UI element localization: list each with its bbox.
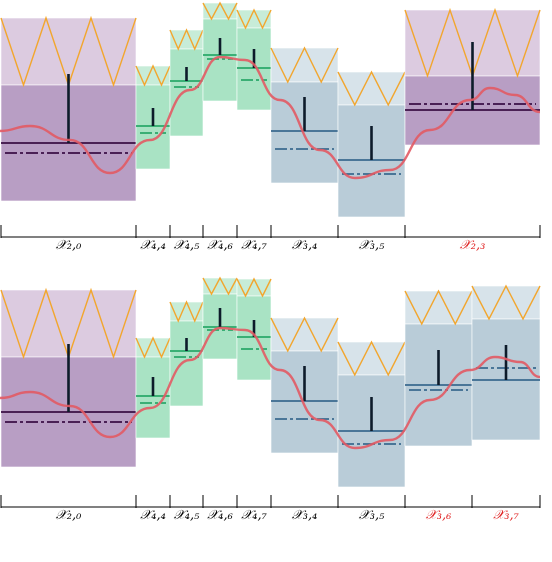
cell-6 — [337, 70, 406, 218]
cell-8 — [471, 284, 541, 441]
cell-2 — [169, 28, 204, 137]
zigzag-line — [471, 284, 541, 321]
segment-label: 𝒳₃,₄ — [292, 508, 318, 523]
cell-1 — [135, 336, 171, 439]
cell-5 — [270, 316, 339, 454]
segment-label: 𝒳₂,₀ — [56, 508, 83, 523]
segment-label: 𝒳₄,₇ — [241, 238, 268, 253]
cell-upper-region — [236, 278, 272, 297]
segment-label: 𝒳₂,₀ — [56, 238, 83, 253]
panel-top: 𝒳₂,₀ 𝒳₄,₄ 𝒳₄,₅ 𝒳₄,₆ 𝒳₄,₇ 𝒳₃,₄ 𝒳₃,₅ 𝒳₂,₃ — [0, 1, 541, 253]
cell-upper-region — [0, 17, 137, 86]
segment-label: 𝒳₃,₅ — [359, 508, 386, 523]
segment-label: 𝒳₄,₄ — [140, 238, 166, 253]
cell-4 — [236, 277, 272, 381]
segment-label: 𝒳₄,₅ — [174, 508, 201, 523]
function-curve — [0, 55, 541, 180]
cell-upper-region — [202, 2, 238, 20]
cell-upper-region — [337, 341, 406, 376]
cell-upper-region — [169, 29, 204, 50]
segment-label: 𝒳₄,₇ — [241, 508, 268, 523]
cell-upper-region — [202, 277, 238, 295]
cell-lower-region — [202, 18, 238, 102]
segment-label: 𝒳₄,₆ — [207, 508, 233, 523]
segment-label: 𝒳₄,₄ — [140, 508, 166, 523]
zigzag-line — [169, 300, 204, 323]
panel-bottom: 𝒳₂,₀ 𝒳₄,₄ 𝒳₄,₅ 𝒳₄,₆ 𝒳₄,₇ 𝒳₃,₄ 𝒳₃,₅ 𝒳₃,₆ 𝒳₃,₇ — [0, 276, 541, 523]
cell-3 — [202, 1, 238, 102]
cell-lower-region — [236, 27, 272, 111]
cell-upper-region — [270, 317, 339, 352]
cell-upper-region — [236, 9, 272, 29]
segment-label: 𝒳₂,₃ — [460, 238, 486, 253]
cell-5 — [270, 46, 339, 184]
segment-label: 𝒳₃,₅ — [359, 238, 386, 253]
cell-3 — [202, 276, 238, 360]
zigzag-line — [270, 316, 339, 353]
cell-2 — [169, 300, 204, 407]
cell-4 — [236, 8, 272, 111]
zigzag-line — [135, 64, 171, 87]
cell-lower-region — [337, 104, 406, 218]
cell-7 — [404, 289, 473, 447]
cell-upper-region — [270, 47, 339, 83]
zigzag-line — [270, 46, 339, 84]
zigzag-line — [202, 276, 238, 296]
segment-label: 𝒳₃,₄ — [292, 238, 318, 253]
zigzag-line — [337, 340, 406, 377]
cell-1 — [135, 64, 171, 170]
zigzag-line — [404, 289, 473, 326]
cell-upper-region — [404, 290, 473, 325]
cell-lower-region — [236, 295, 272, 381]
cell-lower-region — [169, 48, 204, 137]
segment-label: 𝒳₃,₇ — [493, 508, 520, 523]
zigzag-line — [236, 8, 272, 30]
function-curve — [0, 326, 541, 450]
cell-0 — [0, 15, 137, 202]
cell-7 — [404, 7, 541, 146]
zigzag-line — [337, 70, 406, 107]
zigzag-line — [169, 28, 204, 51]
segment-label: 𝒳₄,₅ — [174, 238, 201, 253]
segment-label: 𝒳₄,₆ — [207, 238, 233, 253]
cell-lower-region — [169, 320, 204, 407]
cell-upper-region — [169, 301, 204, 322]
zigzag-line — [236, 277, 272, 298]
segment-label: 𝒳₃,₆ — [426, 508, 452, 523]
zigzag-line — [202, 1, 238, 21]
cell-6 — [337, 340, 406, 488]
cell-upper-region — [337, 71, 406, 106]
cell-0 — [0, 287, 137, 468]
cell-upper-region — [471, 285, 541, 320]
zigzag-line — [135, 336, 171, 359]
cell-upper-region — [135, 65, 171, 86]
cell-upper-region — [135, 337, 171, 358]
